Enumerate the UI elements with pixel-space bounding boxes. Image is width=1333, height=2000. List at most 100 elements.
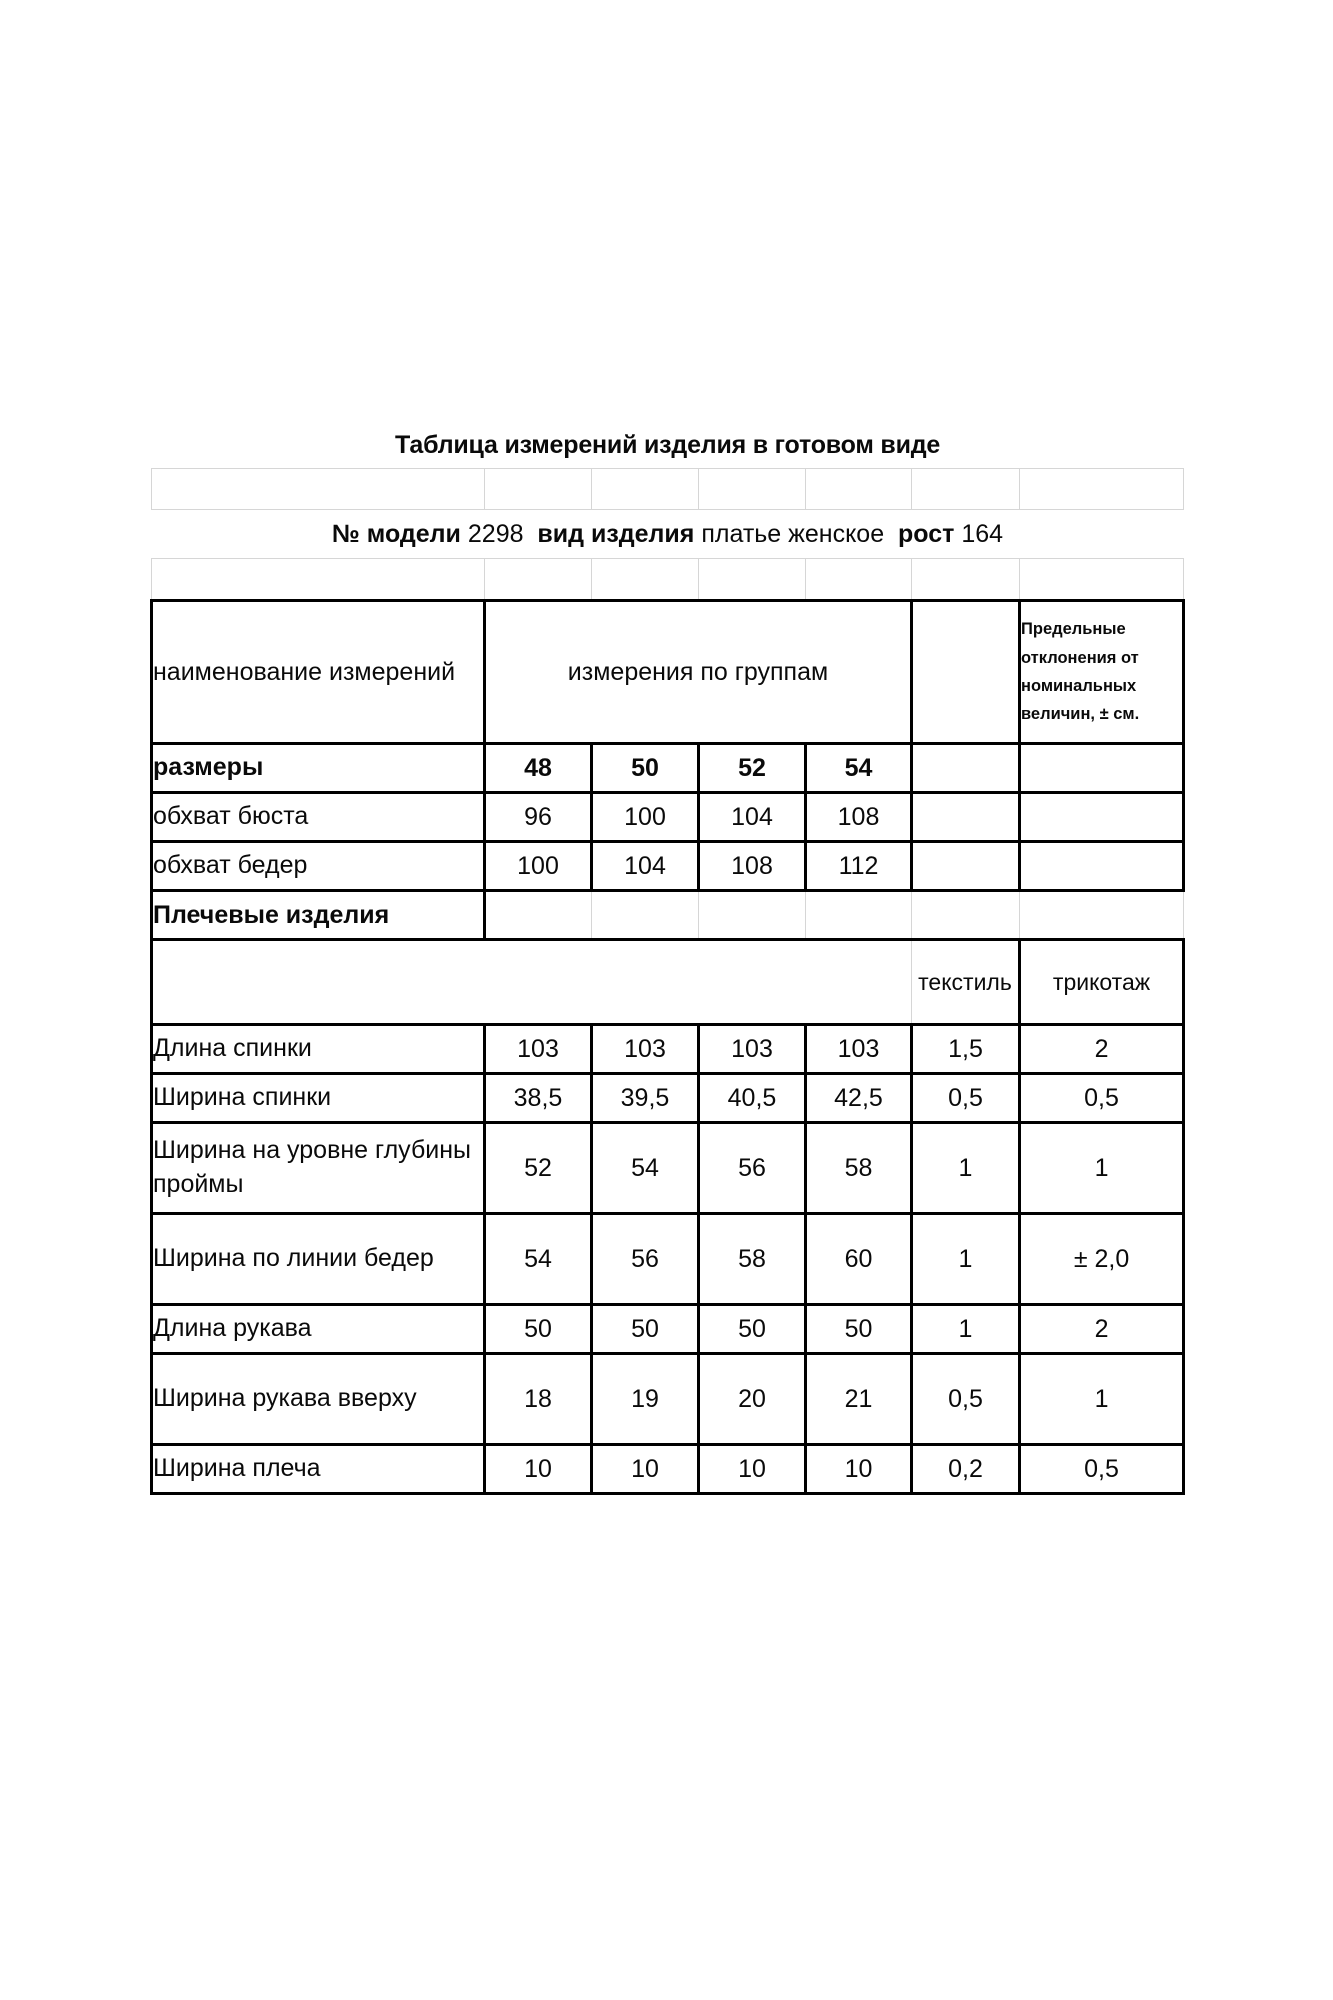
model-info: № модели 2298 вид изделия платье женское… (151, 509, 1184, 559)
row-textile-value: 1 (910, 1121, 1021, 1215)
sizes-textile-cell (910, 742, 1021, 794)
row-knit-value: 0,5 (1017, 1072, 1186, 1124)
row-value: 18 (483, 1352, 593, 1446)
size-value: 48 (483, 742, 593, 794)
fabric-spacer-cell (591, 938, 699, 1026)
row-value: 60 (804, 1212, 913, 1306)
model-info-row: № модели 2298 вид изделия платье женское… (151, 509, 1184, 559)
row-label: Ширина по линии бедер (150, 1212, 486, 1306)
row-value: 40,5 (697, 1072, 807, 1124)
section-spacer-cell (698, 890, 806, 940)
row-value: 10 (483, 1443, 593, 1495)
spacer-cell (591, 558, 699, 601)
row-label: Ширина плеча (150, 1443, 486, 1495)
row-value: 19 (590, 1352, 700, 1446)
row-textile-value: 1 (910, 1303, 1021, 1355)
header-tolerance: Предельные отклонения от номинальных вел… (1017, 599, 1186, 745)
section-spacer-cell (805, 890, 912, 940)
header-measurements-by-group: измерения по группам (483, 599, 913, 745)
row-knit-value: 1 (1017, 1352, 1186, 1446)
row-value: 108 (697, 840, 807, 892)
spacer-cell (698, 468, 806, 510)
row-textile-value: 0,5 (910, 1352, 1021, 1446)
fabric-spacer-cell (698, 938, 806, 1026)
row-value: 100 (590, 791, 700, 843)
spacer-cell (484, 468, 592, 510)
fabric-spacer-cell (150, 938, 485, 1026)
spacer-cell (484, 558, 592, 601)
header-measurement-name: наименование измерений (150, 599, 486, 745)
spacer-cell (151, 558, 485, 601)
row-value: 100 (483, 840, 593, 892)
row-value: 103 (804, 1023, 913, 1075)
row-value: 52 (483, 1121, 593, 1215)
size-value: 52 (697, 742, 807, 794)
row-label: Длина спинки (150, 1023, 486, 1075)
row-textile-value: 1 (910, 1212, 1021, 1306)
section-spacer-cell (1019, 890, 1185, 940)
model-value: 2298 (467, 519, 524, 548)
row-knit-value: ± 2,0 (1017, 1212, 1186, 1306)
row-value: 108 (804, 791, 913, 843)
row-textile-value: 0,2 (910, 1443, 1021, 1495)
fabric-type-row: текстиль трикотаж (150, 938, 1186, 1026)
size-value: 50 (590, 742, 700, 794)
row-textile-value: 0,5 (910, 1072, 1021, 1124)
row-value: 38,5 (483, 1072, 593, 1124)
page-title: Таблица измерений изделия в готовом виде (151, 422, 1184, 469)
height-value: 164 (961, 519, 1004, 548)
spacer-cell (698, 558, 806, 601)
row-value: 103 (697, 1023, 807, 1075)
row-value: 42,5 (804, 1072, 913, 1124)
fabric-spacer-cell (484, 938, 592, 1026)
row-knit-cell (1017, 840, 1186, 892)
row-value: 58 (697, 1212, 807, 1306)
sizes-label: размеры (150, 742, 486, 794)
row-label: Длина рукава (150, 1303, 486, 1355)
measurement-table: Таблица измерений изделия в готовом виде… (150, 422, 1186, 1495)
spacer-cell (151, 468, 485, 510)
row-label: Ширина спинки (150, 1072, 486, 1124)
row-value: 56 (697, 1121, 807, 1215)
row-value: 54 (590, 1121, 700, 1215)
row-label: обхват бюста (150, 791, 486, 843)
row-value: 56 (590, 1212, 700, 1306)
height-label: рост (898, 519, 955, 548)
product-value: платье женское (701, 519, 885, 548)
row-value: 104 (590, 840, 700, 892)
title-row: Таблица измерений изделия в готовом виде (151, 422, 1184, 469)
spacer-cell (805, 558, 912, 601)
row-value: 10 (697, 1443, 807, 1495)
spacer-cell (911, 468, 1020, 510)
row-value: 50 (483, 1303, 593, 1355)
table-row: Длина рукава 50 50 50 50 1 2 (150, 1303, 1186, 1355)
row-value: 104 (697, 791, 807, 843)
table-row: обхват бюста 96 100 104 108 (150, 791, 1186, 843)
fabric-type-knit: трикотаж (1017, 938, 1186, 1026)
table-row: Ширина плеча 10 10 10 10 0,2 0,5 (150, 1443, 1186, 1495)
size-value: 54 (804, 742, 913, 794)
table-row: Ширина по линии бедер 54 56 58 60 1 ± 2,… (150, 1212, 1186, 1306)
measurement-sheet: Таблица измерений изделия в готовом виде… (150, 422, 1186, 1495)
table-row: Ширина рукава вверху 18 19 20 21 0,5 1 (150, 1352, 1186, 1446)
row-knit-value: 0,5 (1017, 1443, 1186, 1495)
spacer-cell (1018, 558, 1185, 601)
row-value: 39,5 (590, 1072, 700, 1124)
row-label: Ширина рукава вверху (150, 1352, 486, 1446)
section-spacer-cell (911, 890, 1020, 940)
spacer-cell (591, 468, 699, 510)
row-textile-cell (910, 791, 1021, 843)
section-row: Плечевые изделия (150, 889, 1185, 941)
header-spacer-cell (910, 599, 1021, 745)
spacer-cell (1018, 468, 1185, 510)
section-spacer-cell (591, 890, 699, 940)
spacer-row-1 (151, 468, 1185, 510)
table-row: Ширина спинки 38,5 39,5 40,5 42,5 0,5 0,… (150, 1072, 1186, 1124)
row-textile-cell (910, 840, 1021, 892)
row-knit-value: 1 (1017, 1121, 1186, 1215)
row-value: 50 (697, 1303, 807, 1355)
fabric-spacer-cell (805, 938, 912, 1026)
row-label: Ширина на уровне глубины проймы (150, 1121, 486, 1215)
spacer-row-2 (151, 558, 1185, 601)
sizes-knit-cell (1017, 742, 1186, 794)
